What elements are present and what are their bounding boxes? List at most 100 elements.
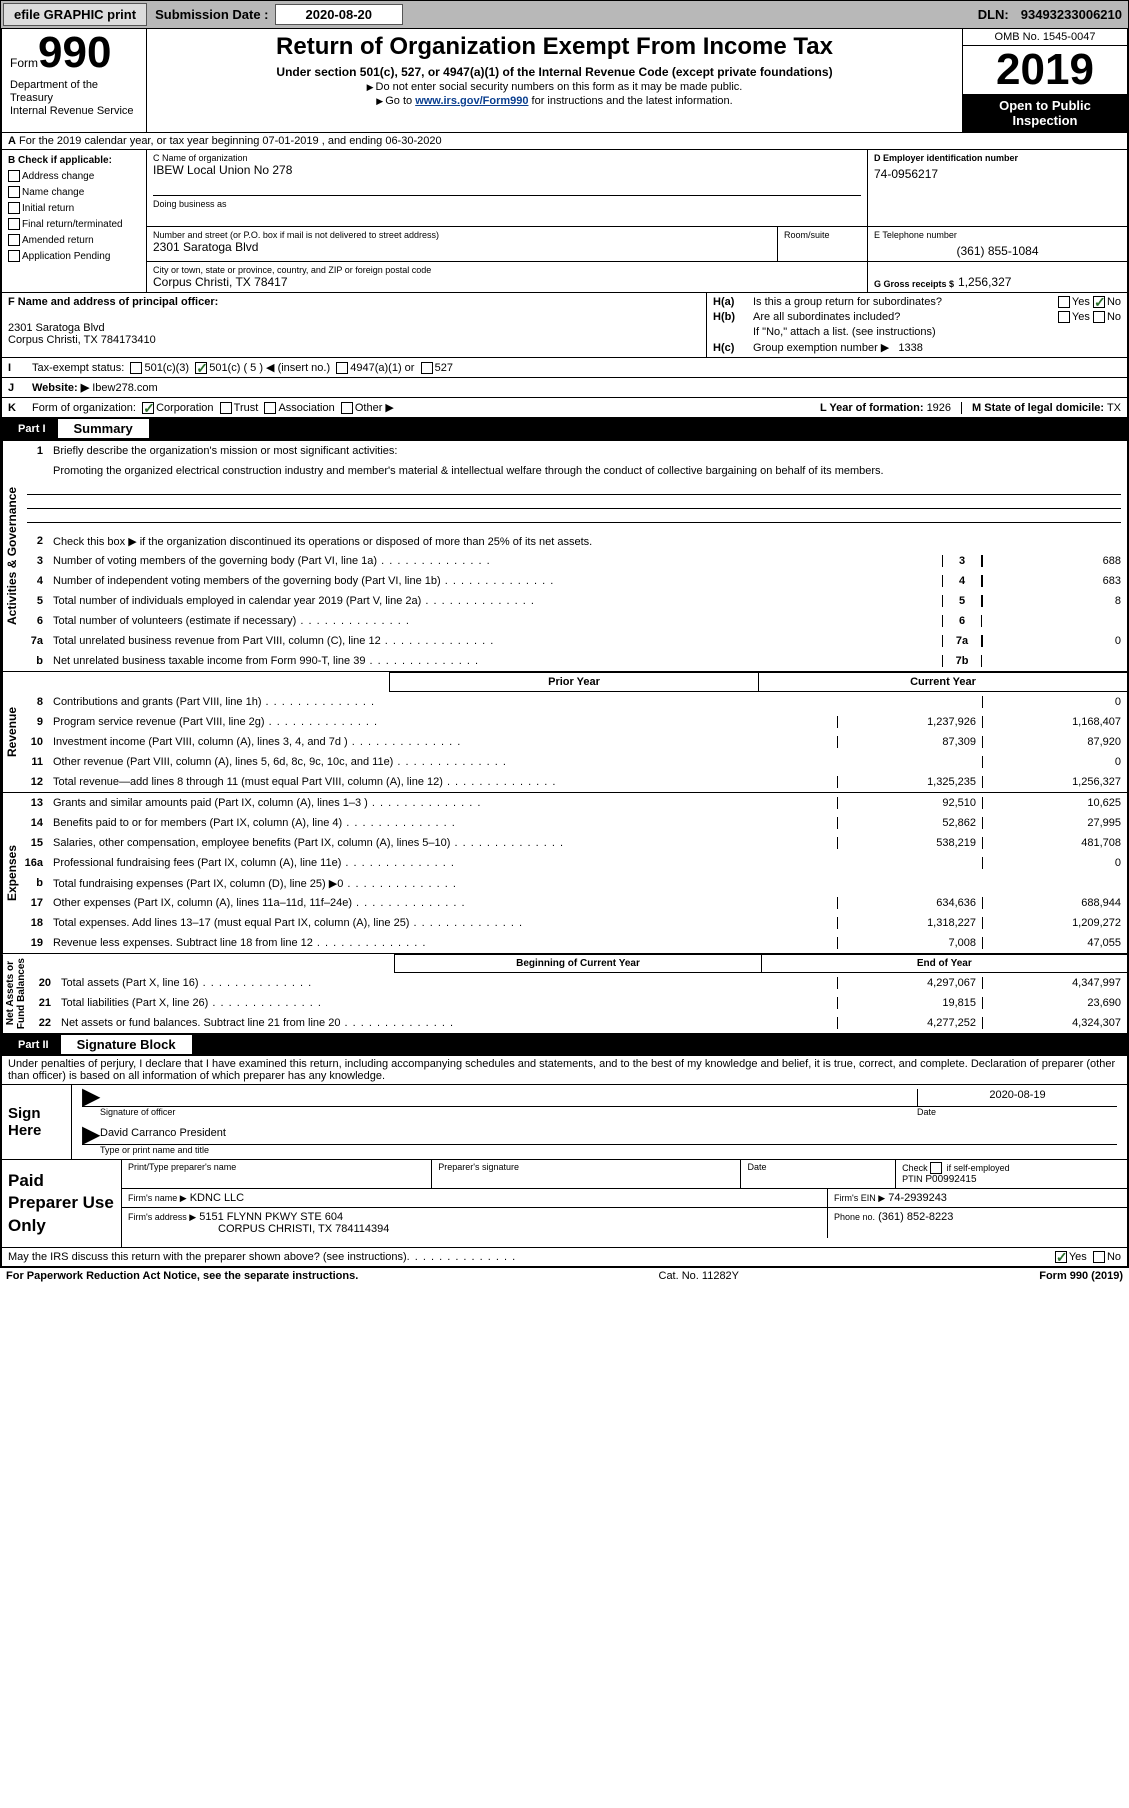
data-row: 8 Contributions and grants (Part VIII, l…: [21, 692, 1127, 712]
footer-mid: Cat. No. 11282Y: [659, 1270, 740, 1282]
k-other-chk[interactable]: [341, 402, 353, 414]
prior-year-cell: 1,325,235: [837, 776, 982, 788]
prior-year-cell: 92,510: [837, 797, 982, 809]
line-text: Total number of individuals employed in …: [49, 594, 942, 608]
opt-address-change: Address change: [22, 171, 94, 182]
gov-row: 4 Number of independent voting members o…: [21, 571, 1127, 591]
line-text: Other expenses (Part IX, column (A), lin…: [49, 896, 837, 910]
chk-final-return[interactable]: [8, 218, 20, 230]
data-row: 13 Grants and similar amounts paid (Part…: [21, 793, 1127, 813]
two-col-header: Prior Year Current Year: [21, 672, 1127, 692]
data-row: 15 Salaries, other compensation, employe…: [21, 833, 1127, 853]
part1-label: Part I: [12, 423, 52, 435]
ruled-line: [27, 495, 1121, 509]
i-4947-chk[interactable]: [336, 362, 348, 374]
hb-yes-chk[interactable]: [1058, 311, 1070, 323]
line2-num: 2: [21, 535, 49, 547]
i-527-chk[interactable]: [421, 362, 433, 374]
l-value: 1926: [927, 402, 951, 414]
gov-row: b Net unrelated business taxable income …: [21, 651, 1127, 671]
k-assoc-chk[interactable]: [264, 402, 276, 414]
link-irs-form990[interactable]: www.irs.gov/Form990: [415, 95, 528, 107]
submission-date-value: 2020-08-20: [275, 4, 404, 25]
current-year-cell: 1,168,407: [982, 716, 1127, 728]
discuss-yes-chk[interactable]: [1055, 1251, 1067, 1263]
sign-name-value: David Carranco President: [100, 1127, 226, 1144]
data-row: 17 Other expenses (Part IX, column (A), …: [21, 893, 1127, 913]
i-prefix: I: [8, 362, 32, 374]
side-governance: Activities & Governance: [2, 441, 21, 671]
line1-text: Promoting the organized electrical const…: [49, 464, 1127, 478]
line-box: 7a: [942, 635, 982, 647]
line-text: Grants and similar amounts paid (Part IX…: [49, 796, 837, 810]
line-num: b: [21, 655, 49, 667]
line2-text: Check this box ▶ if the organization dis…: [49, 534, 1127, 549]
discuss-text: May the IRS discuss this return with the…: [8, 1251, 407, 1263]
prior-year-cell: 52,862: [837, 817, 982, 829]
right-block: OMB No. 1545-0047 2019 Open to Public In…: [962, 29, 1127, 132]
k-corp: Corporation: [156, 402, 213, 414]
i-label: Tax-exempt status:: [32, 362, 124, 374]
current-year-cell: 481,708: [982, 837, 1127, 849]
line-text: Number of independent voting members of …: [49, 574, 942, 588]
hc-prefix: H(c): [713, 342, 753, 354]
ruled-line: [27, 509, 1121, 523]
chk-application-pending[interactable]: [8, 250, 20, 262]
line-box: 3: [942, 555, 982, 567]
data-row: 21 Total liabilities (Part X, line 26) 1…: [29, 993, 1127, 1013]
prep-check-label: Check if self-employed: [902, 1163, 1010, 1173]
k-trust: Trust: [234, 402, 259, 414]
i-501c-chk[interactable]: [195, 362, 207, 374]
opt-application-pending: Application Pending: [22, 251, 110, 262]
line-num: 11: [21, 756, 49, 768]
section-governance: Activities & Governance 1 Briefly descri…: [2, 440, 1127, 671]
end-year-header: End of Year: [761, 954, 1127, 973]
section-expenses: Expenses 13 Grants and similar amounts p…: [2, 792, 1127, 953]
prior-year-cell: 4,297,067: [837, 977, 982, 989]
l-label: L Year of formation:: [820, 402, 924, 414]
chk-amended-return[interactable]: [8, 234, 20, 246]
line-num: 18: [21, 917, 49, 929]
i-501c3: 501(c)(3): [144, 362, 189, 374]
discuss-no-chk[interactable]: [1093, 1251, 1105, 1263]
efile-print-button[interactable]: efile GRAPHIC print: [3, 3, 147, 26]
prep-date-label: Date: [747, 1162, 889, 1172]
col-b-header: B Check if applicable:: [8, 153, 140, 169]
row-a-prefix: A: [8, 135, 16, 147]
side-expenses: Expenses: [2, 793, 21, 953]
prep-ptin-value: P00992415: [925, 1174, 976, 1185]
title-block: Return of Organization Exempt From Incom…: [147, 29, 962, 132]
note-goto-post: for instructions and the latest informat…: [528, 95, 732, 107]
j-prefix: J: [8, 382, 32, 394]
hb-no-chk[interactable]: [1093, 311, 1105, 323]
prior-year-cell: 7,008: [837, 937, 982, 949]
form-subtitle: Under section 501(c), 527, or 4947(a)(1)…: [153, 65, 956, 79]
d-ein-label: D Employer identification number: [874, 153, 1121, 163]
ha-prefix: H(a): [713, 296, 753, 308]
prior-year-cell: 87,309: [837, 736, 982, 748]
note-ssn: Do not enter social security numbers on …: [376, 81, 743, 93]
line-num: 19: [21, 937, 49, 949]
row-klm: K Form of organization: Corporation Trus…: [2, 397, 1127, 417]
chk-address-change[interactable]: [8, 170, 20, 182]
prior-year-cell: 4,277,252: [837, 1017, 982, 1029]
line-num: 21: [29, 997, 57, 1009]
prep-self-employed-chk[interactable]: [930, 1162, 942, 1174]
chk-name-change[interactable]: [8, 186, 20, 198]
data-row: 18 Total expenses. Add lines 13–17 (must…: [21, 913, 1127, 933]
ha-no-chk[interactable]: [1093, 296, 1105, 308]
line-text: Contributions and grants (Part VIII, lin…: [49, 695, 837, 709]
k-corp-chk[interactable]: [142, 402, 154, 414]
k-trust-chk[interactable]: [220, 402, 232, 414]
opt-amended-return: Amended return: [22, 235, 94, 246]
current-year-cell: 0: [982, 756, 1127, 768]
preparer-section: Paid Preparer Use Only Print/Type prepar…: [2, 1159, 1127, 1246]
opt-final-return: Final return/terminated: [22, 219, 123, 230]
current-year-cell: 10,625: [982, 797, 1127, 809]
line-num: 9: [21, 716, 49, 728]
i-501c3-chk[interactable]: [130, 362, 142, 374]
line-num: 4: [21, 575, 49, 587]
ha-yes-chk[interactable]: [1058, 296, 1070, 308]
chk-initial-return[interactable]: [8, 202, 20, 214]
topbar: efile GRAPHIC print Submission Date : 20…: [0, 0, 1129, 29]
